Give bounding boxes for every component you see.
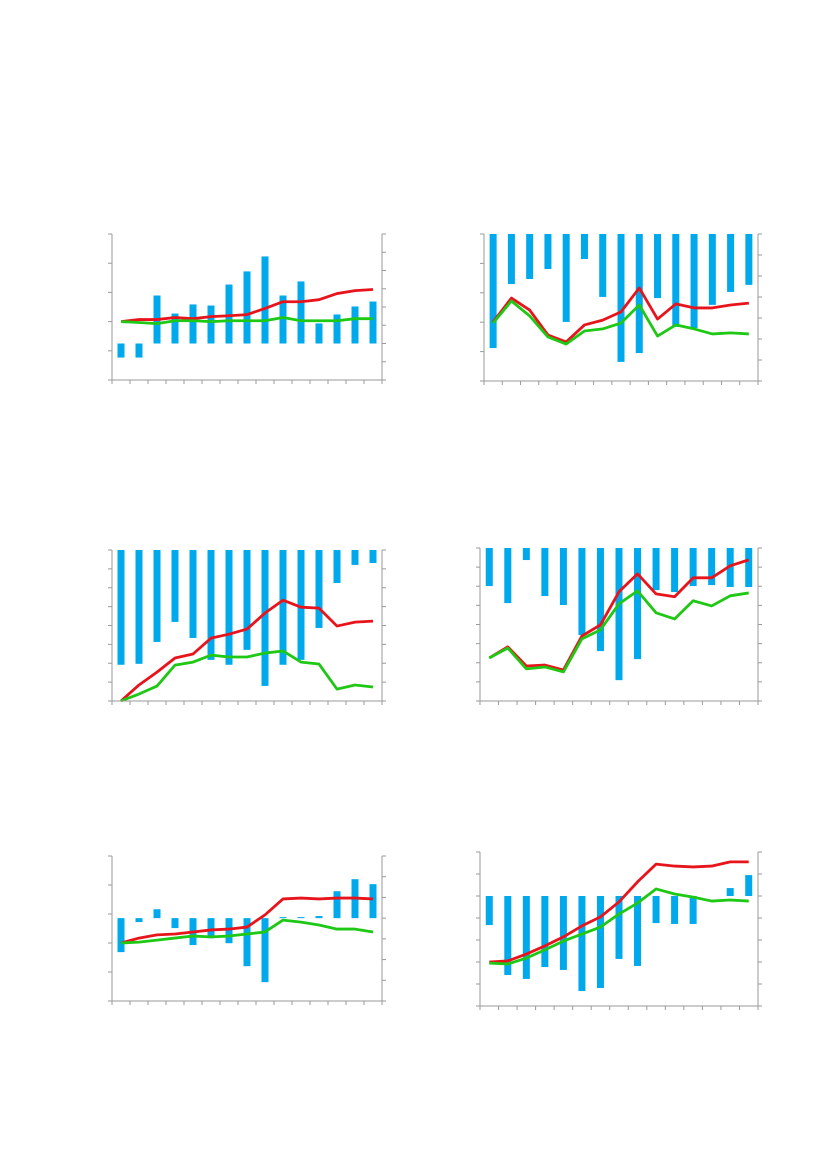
bar [297,917,305,919]
bar [727,234,735,292]
line [488,558,750,672]
line [120,316,373,326]
bar [485,548,493,587]
bar [279,295,287,344]
line [492,286,750,344]
bar [615,548,623,681]
bar [225,284,233,344]
bar [652,896,660,924]
bar [297,281,305,344]
bar [369,884,377,919]
bar [189,550,197,638]
bar [522,896,530,979]
bar [617,234,625,362]
bar [351,306,359,344]
bar [504,548,512,604]
bar [745,234,753,285]
bar [369,301,377,344]
bar [541,896,549,968]
bar [690,234,698,329]
bar [117,918,125,953]
bar [634,548,642,660]
bar [559,896,567,970]
bar [243,918,251,967]
bar [522,548,530,561]
line [120,649,374,703]
bar [671,548,679,592]
bar [599,234,607,297]
bar [708,548,716,586]
bar [315,916,323,919]
line [492,299,749,346]
bar [243,550,251,650]
line [488,589,749,674]
bar [279,917,287,919]
bar [171,918,179,929]
bar [225,550,233,665]
bar [671,896,679,924]
bar [135,343,143,358]
bar [708,234,716,305]
bar [507,234,515,284]
bar [689,548,697,587]
line [489,860,749,964]
bar [745,548,753,588]
line [120,598,374,703]
bar [351,550,359,565]
bar [297,550,305,660]
bar [315,550,323,628]
bar [504,896,512,975]
bar [654,234,662,299]
bar [117,550,125,665]
line [120,288,374,323]
bar [615,896,623,959]
line [120,918,374,945]
bar [171,313,179,344]
bar [261,550,269,686]
bar [333,550,341,584]
bar [726,548,734,588]
bar [207,550,215,660]
bar [578,896,586,992]
bar [135,550,143,664]
bar [580,234,588,259]
bar [689,896,697,924]
line [489,887,749,966]
bar [333,891,341,919]
bar [559,548,567,605]
bar [189,304,197,344]
bar [489,234,497,349]
bar [544,234,552,269]
bar [562,234,570,322]
bar [261,256,269,344]
bar [207,305,215,344]
bar [578,548,586,636]
bar [596,896,604,988]
bar [541,548,549,597]
bar [279,550,287,665]
bar [261,918,269,983]
bar [225,918,233,944]
bar [369,550,377,564]
bar [634,896,642,966]
bar [315,323,323,344]
bar [596,548,604,652]
bar [153,550,161,642]
bar [117,343,125,358]
bar [153,909,161,919]
bar [635,234,643,354]
bar [207,918,215,939]
line [120,896,374,945]
bar [485,896,493,926]
bar [135,918,143,923]
bar [171,550,179,622]
bar [726,888,734,896]
bar [333,314,341,344]
bar [672,234,680,327]
bar [652,548,660,591]
bar [243,271,251,344]
bar [745,875,753,896]
bar [526,234,534,279]
